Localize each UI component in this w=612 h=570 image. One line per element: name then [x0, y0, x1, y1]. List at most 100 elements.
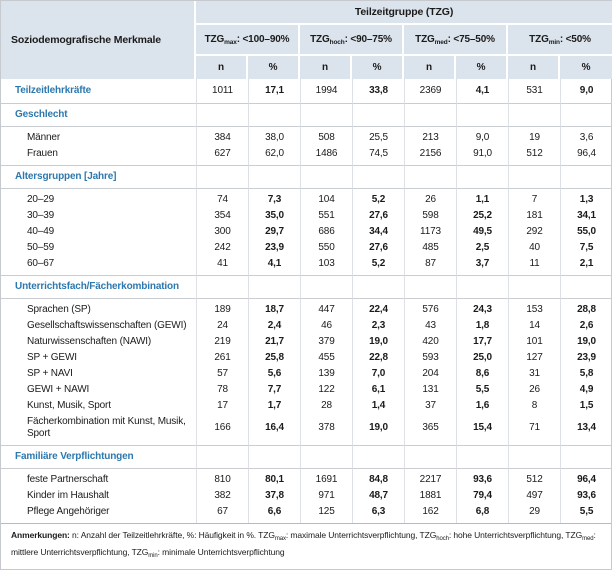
cell-pct: [248, 165, 300, 189]
cell-n: 74: [196, 189, 248, 208]
cell-n: [196, 165, 248, 189]
cell-n: 598: [404, 208, 456, 224]
cell-pct: 2,6: [560, 318, 612, 334]
column-header-tzg-title: Teilzeitgruppe (TZG): [196, 1, 612, 25]
cell-pct: 1,4: [352, 398, 404, 414]
cell-pct: 22,8: [352, 350, 404, 366]
table-row: feste Partnerschaft 810 80,1 1691 84,8 2217 93…: [1, 469, 612, 488]
cell-n: 162: [404, 504, 456, 523]
cell-n: 43: [404, 318, 456, 334]
row-label: Kunst, Musik, Sport: [27, 400, 111, 411]
column-header-n: n: [300, 56, 352, 79]
cell-n: [300, 103, 352, 127]
row-label: 30–39: [27, 210, 55, 221]
row-label: Geschlecht: [1, 103, 196, 127]
cell-pct: 38,0: [248, 127, 300, 146]
column-header-pct: %: [560, 56, 612, 79]
cell-pct: 2,1: [560, 256, 612, 275]
cell-n: 300: [196, 224, 248, 240]
cell-n: 189: [196, 299, 248, 318]
cell-n: [404, 275, 456, 299]
cell-pct: 96,4: [560, 469, 612, 488]
cell-n: [300, 165, 352, 189]
row-label: 60–67: [27, 258, 55, 269]
cell-n: 26: [508, 382, 560, 398]
cell-n: 593: [404, 350, 456, 366]
cell-n: 1173: [404, 224, 456, 240]
row-label: feste Partnerschaft: [27, 474, 109, 485]
cell-n: 127: [508, 350, 560, 366]
cell-n: 379: [300, 334, 352, 350]
cell-n: 29: [508, 504, 560, 523]
cell-n: 686: [300, 224, 352, 240]
cell-n: 153: [508, 299, 560, 318]
table-body: Teilzeitlehrkräfte 1011 17,1 1994 33,8 2369 4,…: [1, 79, 612, 523]
cell-n: [196, 103, 248, 127]
cell-n: 166: [196, 414, 248, 445]
cell-pct: 62,0: [248, 146, 300, 165]
row-label: Pflege Angehöriger: [27, 506, 110, 517]
cell-n: 104: [300, 189, 352, 208]
column-group-tzg-med: TZGmed: <75–50%: [404, 25, 508, 56]
cell-n: 2156: [404, 146, 456, 165]
row-label: Altersgruppen [Jahre]: [1, 165, 196, 189]
cell-pct: 17,1: [248, 79, 300, 103]
cell-pct: [560, 165, 612, 189]
cell-n: 512: [508, 146, 560, 165]
row-label: Kinder im Haushalt: [27, 490, 109, 501]
cell-pct: 17,7: [456, 334, 508, 350]
cell-n: 1994: [300, 79, 352, 103]
cell-pct: [456, 103, 508, 127]
cell-pct: 5,6: [248, 366, 300, 382]
cell-n: 485: [404, 240, 456, 256]
footnote-text: : minimale Unterrichtsverpflichtung: [157, 547, 285, 557]
cell-pct: 6,1: [352, 382, 404, 398]
cell-pct: 7,3: [248, 189, 300, 208]
cell-n: 181: [508, 208, 560, 224]
cell-n: 420: [404, 334, 456, 350]
cell-n: 67: [196, 504, 248, 523]
cell-n: 8: [508, 398, 560, 414]
cell-n: [300, 445, 352, 469]
cell-n: 971: [300, 488, 352, 504]
cell-pct: 25,0: [456, 350, 508, 366]
cell-pct: 2,3: [352, 318, 404, 334]
cell-n: 1881: [404, 488, 456, 504]
cell-pct: 25,2: [456, 208, 508, 224]
row-label: SP + NAVI: [27, 368, 73, 379]
cell-n: 531: [508, 79, 560, 103]
cell-pct: 48,7: [352, 488, 404, 504]
footnote-subscript: min: [148, 553, 158, 559]
cell-pct: 2,4: [248, 318, 300, 334]
header-row-top: Soziodemografische Merkmale Teilzeitgrup…: [1, 1, 612, 79]
cell-pct: [560, 275, 612, 299]
table-header: Soziodemografische Merkmale Teilzeitgrup…: [1, 1, 612, 79]
footnote: Anmerkungen: n: Anzahl der Teilzeitlehrk…: [1, 523, 611, 569]
cell-pct: 96,4: [560, 146, 612, 165]
cell-n: 550: [300, 240, 352, 256]
cell-n: 213: [404, 127, 456, 146]
cell-n: [508, 445, 560, 469]
table-row: Pflege Angehöriger 67 6,6 125 6,3 162 6,8 29 5,5: [1, 504, 612, 523]
cell-pct: 8,6: [456, 366, 508, 382]
cell-pct: 25,8: [248, 350, 300, 366]
table-row: 50–59 242 23,9 550 27,6 485 2,5 40 7,5: [1, 240, 612, 256]
cell-pct: 23,9: [248, 240, 300, 256]
cell-pct: 6,8: [456, 504, 508, 523]
cell-n: 551: [300, 208, 352, 224]
cell-pct: 21,7: [248, 334, 300, 350]
cell-pct: 5,2: [352, 189, 404, 208]
cell-pct: 34,1: [560, 208, 612, 224]
cell-pct: 2,5: [456, 240, 508, 256]
cell-pct: 25,5: [352, 127, 404, 146]
cell-pct: 5,2: [352, 256, 404, 275]
cell-n: 576: [404, 299, 456, 318]
cell-pct: 1,7: [248, 398, 300, 414]
cell-pct: [352, 165, 404, 189]
row-label: Sprachen (SP): [27, 304, 91, 315]
column-header-n: n: [508, 56, 560, 79]
cell-n: 508: [300, 127, 352, 146]
cell-pct: [248, 103, 300, 127]
table-row: Sprachen (SP) 189 18,7 447 22,4 576 24,3 153 28,…: [1, 299, 612, 318]
column-header-pct: %: [248, 56, 300, 79]
